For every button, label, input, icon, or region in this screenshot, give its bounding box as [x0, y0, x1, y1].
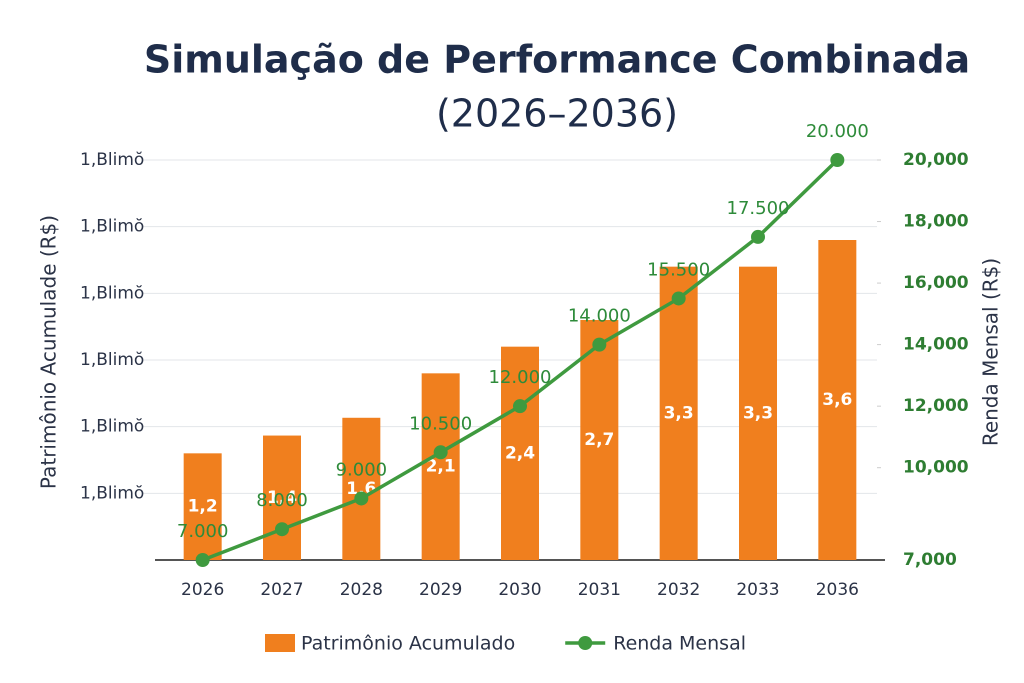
bar — [501, 346, 539, 560]
y-tick-label: 1,Blimŏ — [80, 483, 144, 503]
line-point — [513, 399, 527, 414]
bar — [818, 240, 857, 560]
chart-title: Simulação de Performance Combinada — [144, 38, 970, 82]
bar-value-label: 2,4 — [505, 443, 535, 463]
line-point — [592, 337, 607, 352]
x-tick-label: 2030 — [498, 580, 541, 600]
line-value-label: 15.500 — [647, 259, 710, 280]
x-tick-label: 2036 — [816, 580, 859, 600]
bar-value-label: 3,6 — [822, 390, 852, 410]
y2-tick-label: 7,000 — [903, 550, 957, 570]
x-tick-label: 2027 — [260, 580, 303, 600]
line-value-label: 14.000 — [568, 306, 631, 327]
line-point — [751, 229, 765, 244]
legend-marker — [578, 636, 593, 650]
line-point — [354, 491, 369, 506]
bar — [342, 417, 381, 560]
line-point — [195, 553, 210, 567]
line-point — [275, 522, 289, 537]
y2-tick-label: 12,000 — [903, 396, 969, 416]
chart-subtitle: (2026–2036) — [436, 92, 678, 136]
bar-value-label: 3,3 — [743, 403, 773, 423]
line-value-label: 12.000 — [489, 367, 552, 388]
line-value-label: 17.500 — [727, 198, 790, 219]
line-point — [830, 153, 845, 167]
y-tick-label: 1,Blimŏ — [80, 350, 144, 370]
x-tick-label: 2031 — [578, 580, 621, 600]
x-tick-label: 2026 — [181, 580, 224, 600]
y-tick-label: 1,Blimŏ — [80, 417, 144, 437]
y-tick-label: 1,Blimŏ — [80, 217, 144, 237]
y-axis-title: Patrimônio Acumulade (R$) — [37, 215, 61, 489]
bar — [659, 266, 698, 560]
y2-axis-title: Renda Mensal (R$) — [979, 258, 1003, 446]
y2-tick-label: 14,000 — [903, 335, 969, 355]
bar — [183, 453, 222, 560]
line-value-label: 20.000 — [806, 121, 869, 142]
bar-value-label: 3,3 — [664, 403, 694, 423]
line-point — [433, 445, 448, 460]
line-value-label: 8.000 — [256, 490, 308, 511]
line-point — [671, 291, 686, 306]
x-tick-label: 2028 — [340, 580, 383, 600]
bar-value-label: 2,7 — [584, 430, 614, 450]
legend-swatch — [265, 634, 295, 652]
y2-tick-label: 16,000 — [903, 273, 969, 293]
bar-value-label: 1,4 — [267, 488, 297, 508]
y2-tick-label: 20,000 — [903, 150, 969, 170]
line-value-label: 10.500 — [409, 413, 472, 434]
x-tick-label: 2033 — [736, 580, 779, 600]
bar-value-label: 2,1 — [426, 457, 456, 477]
legend-label: Renda Mensal — [613, 633, 746, 655]
y2-tick-label: 10,000 — [903, 458, 969, 478]
bar-value-label: 1,2 — [188, 497, 218, 517]
bar — [421, 373, 460, 560]
bar — [580, 320, 619, 560]
y-tick-label: 1,Blimŏ — [80, 150, 144, 170]
legend-label: Patrimônio Acumulado — [301, 633, 515, 655]
y-tick-label: 1,Blimŏ — [80, 283, 144, 303]
bar — [263, 435, 301, 560]
x-tick-label: 2029 — [419, 580, 462, 600]
y2-tick-label: 18,000 — [903, 212, 969, 232]
line-value-label: 7.000 — [177, 521, 229, 542]
line-value-label: 9.000 — [336, 459, 388, 480]
bar — [739, 266, 777, 560]
x-tick-label: 2032 — [657, 580, 700, 600]
